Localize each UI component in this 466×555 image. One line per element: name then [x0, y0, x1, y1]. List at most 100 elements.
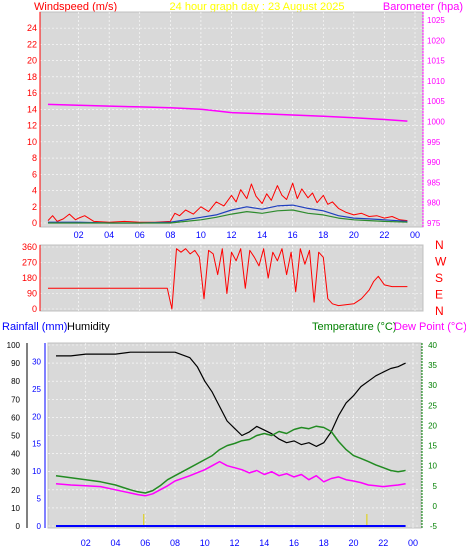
wind-x-tick-label: 20 [349, 230, 359, 240]
rain-humidity-plot-grid [48, 343, 421, 528]
wind-y-tick-label: 22 [27, 39, 37, 49]
rain-y-tick-label: 20 [32, 412, 41, 421]
baro-y-tick-label: 1015 [427, 57, 445, 66]
wind-plot-background [39, 11, 424, 228]
direction-compass-label: N [435, 304, 444, 318]
wind-y-tick-label: 8 [32, 153, 37, 163]
wind-x-tick-label: 02 [74, 230, 84, 240]
rain-y-tick-label: 30 [32, 357, 41, 366]
rain-y-tick-label: 5 [37, 495, 42, 504]
temperature-series-line [55, 425, 406, 494]
direction-compass-label: E [435, 288, 443, 302]
baro-y-tick-label: 1005 [427, 97, 445, 106]
direction-y-tick-label: 0 [32, 304, 37, 314]
temperature-y-tick-label: 40 [428, 341, 437, 350]
wind-x-tick-label: 18 [318, 230, 328, 240]
baro-y-tick-label: 995 [427, 138, 441, 147]
humidity-y-tick-label: 80 [11, 377, 20, 386]
humidity-x-tick-label: 16 [289, 538, 299, 548]
humidity-y-tick-label: 70 [11, 395, 20, 404]
pressure-series-line [47, 103, 408, 122]
wind-y-tick-label: 6 [32, 169, 37, 179]
baro-y-tick-label: 985 [427, 178, 441, 187]
wind-y-tick-label: 0 [32, 218, 37, 228]
temperature-y-tick-label: 0 [433, 502, 438, 511]
direction-compass-label: S [435, 271, 443, 285]
wind-x-tick-label: 16 [288, 230, 298, 240]
humidity-x-tick-label: 14 [259, 538, 269, 548]
temperature-y-tick-label: 15 [428, 442, 437, 451]
wind-x-tick-label: 00 [410, 230, 420, 240]
wind-axis-ticks: 0246810121416182022249759809859909951000… [27, 12, 445, 240]
wind-y-tick-label: 20 [27, 56, 37, 66]
humidity-y-tick-label: 30 [11, 468, 20, 477]
humidity-y-tick-label: 20 [11, 486, 20, 495]
humidity-x-tick-label: 10 [200, 538, 210, 548]
humidity-y-tick-label: 90 [11, 359, 20, 368]
baro-y-tick-label: 990 [427, 158, 441, 167]
wind-avg-green-series-line [48, 209, 408, 224]
rain-y-tick-label: 15 [32, 440, 41, 449]
humidity-x-tick-label: 08 [170, 538, 180, 548]
baro-y-tick-label: 1025 [427, 16, 445, 25]
humidity-x-tick-label: 04 [110, 538, 120, 548]
wind-y-tick-label: 2 [32, 202, 37, 212]
wind-x-tick-label: 10 [196, 230, 206, 240]
humidity-y-tick-label: 40 [11, 450, 20, 459]
wind-plot-series [47, 103, 408, 224]
wind-x-tick-label: 14 [257, 230, 267, 240]
humidity-y-tick-label: 10 [11, 504, 20, 513]
rain-y-tick-label: 25 [32, 385, 41, 394]
temperature-y-tick-label: 30 [428, 381, 437, 390]
humidity-series-line [56, 351, 406, 447]
temperature-y-tick-label: 25 [428, 401, 437, 410]
wind-x-tick-label: 22 [379, 230, 389, 240]
rain-y-tick-label: 10 [32, 467, 41, 476]
wind-x-tick-label: 06 [135, 230, 145, 240]
humidity-axis-label: Humidity [67, 321, 110, 333]
baro-y-tick-label: 980 [427, 199, 441, 208]
wind-y-tick-label: 18 [27, 72, 37, 82]
temperature-y-tick-label: -5 [430, 522, 438, 531]
wind-y-tick-label: 4 [32, 186, 37, 196]
direction-series-line [48, 248, 408, 310]
temperature-y-tick-label: 35 [428, 361, 437, 370]
barometer-axis-label: Barometer (hpa) [383, 1, 463, 13]
temperature-y-tick-label: 5 [433, 482, 438, 491]
humidity-x-tick-label: 12 [229, 538, 239, 548]
dewpoint-series-line [55, 460, 406, 497]
direction-y-tick-label: 90 [27, 289, 37, 299]
direction-y-tick-label: 270 [22, 258, 37, 268]
wind-y-tick-label: 24 [27, 23, 37, 33]
wind-x-tick-label: 04 [104, 230, 114, 240]
wind-y-tick-label: 12 [27, 121, 37, 131]
baro-y-tick-label: 1020 [427, 36, 445, 45]
dewpoint-axis-label: Dew Point (°C) [394, 321, 466, 333]
humidity-y-tick-label: 50 [11, 432, 20, 441]
baro-y-tick-label: 1000 [427, 118, 445, 127]
direction-plot-grid [40, 245, 423, 311]
direction-y-tick-label: 180 [22, 273, 37, 283]
windspeed-axis-label: Windspeed (m/s) [34, 1, 117, 13]
chart-title: 24 hour graph day : 23 August 2025 [170, 1, 345, 13]
baro-y-tick-label: 1010 [427, 77, 445, 86]
humidity-x-tick-label: 18 [319, 538, 329, 548]
humidity-y-tick-label: 60 [11, 413, 20, 422]
wind-y-tick-label: 14 [27, 104, 37, 114]
rainfall-axis-label: Rainfall (mm) [2, 321, 67, 333]
wind-y-tick-label: 16 [27, 88, 37, 98]
direction-plot-series [48, 248, 408, 310]
humidity-x-tick-label: 22 [378, 538, 388, 548]
humidity-x-tick-label: 06 [140, 538, 150, 548]
temperature-y-tick-label: 20 [428, 421, 437, 430]
humidity-y-tick-label: 0 [16, 522, 21, 531]
humidity-x-tick-label: 00 [408, 538, 418, 548]
wind-x-tick-label: 12 [226, 230, 236, 240]
rain-y-tick-label: 0 [37, 522, 42, 531]
baro-y-tick-label: 975 [427, 219, 441, 228]
gust-series-line [47, 182, 408, 223]
temperature-y-tick-label: 10 [428, 462, 437, 471]
humidity-y-tick-label: 100 [7, 341, 21, 350]
